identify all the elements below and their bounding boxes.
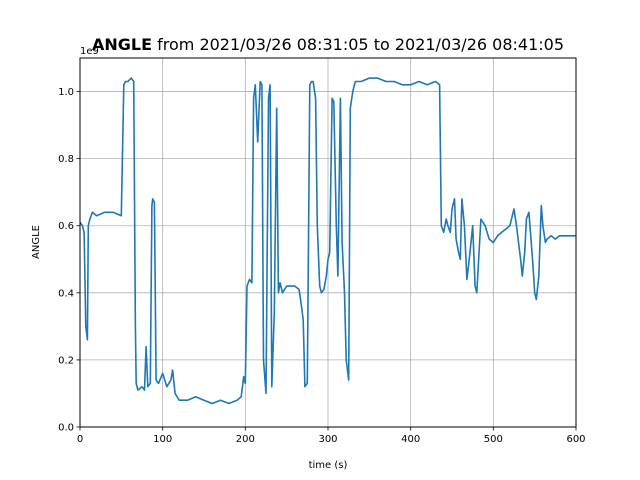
series-line xyxy=(79,77,576,405)
y-offset-text: 1e9 xyxy=(80,46,99,57)
y-axis-label: ANGLE xyxy=(31,225,42,259)
y-tick-label: 0.6 xyxy=(58,221,74,232)
x-tick-label: 400 xyxy=(401,434,420,445)
y-tick-label: 0.0 xyxy=(58,423,74,434)
y-axis: 0.0 0.2 0.4 0.6 0.8 1.0 xyxy=(58,87,80,434)
y-tick-label: 0.2 xyxy=(58,355,74,366)
chart-title-bold: ANGLE xyxy=(92,35,152,54)
x-tick-label: 200 xyxy=(236,434,255,445)
y-tick-label: 1.0 xyxy=(58,87,74,98)
x-tick-label: 0 xyxy=(77,434,83,445)
y-tick-label: 0.8 xyxy=(58,154,74,165)
y-tick-label: 0.4 xyxy=(58,288,74,299)
line-layer xyxy=(79,77,576,405)
x-tick-label: 300 xyxy=(318,434,337,445)
x-axis-label: time (s) xyxy=(309,460,348,471)
x-tick-label: 100 xyxy=(153,434,172,445)
x-axis: 0 100 200 300 400 500 600 xyxy=(77,427,586,445)
chart-title: ANGLE from 2021/03/26 08:31:05 to 2021/0… xyxy=(92,35,564,54)
chart-title-rest: from 2021/03/26 08:31:05 to 2021/03/26 0… xyxy=(152,35,564,54)
x-tick-label: 500 xyxy=(484,434,503,445)
x-tick-label: 600 xyxy=(566,434,585,445)
